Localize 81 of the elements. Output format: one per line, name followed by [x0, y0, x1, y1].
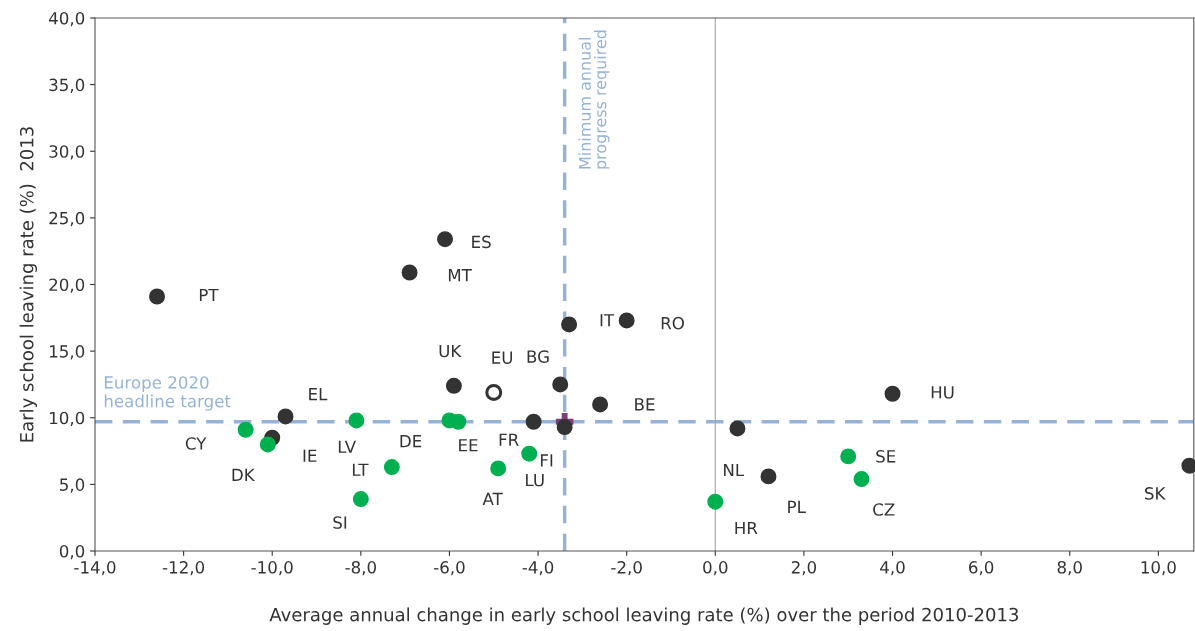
x-tick-label: 2,0 [791, 561, 817, 576]
annotation: EL [309, 388, 328, 401]
annotation: HU [931, 386, 954, 399]
annotation: FR [499, 433, 519, 446]
x-axis-title: Average annual change in early school leaving rate (%) over the period 2010-2013 [269, 607, 1019, 625]
point [383, 459, 400, 476]
annotation: HR [735, 521, 758, 535]
y-tick-label: 35,0 [49, 78, 85, 93]
x-tick-label: -14,0 [74, 561, 116, 576]
point [853, 471, 870, 488]
y-tick-label: 30,0 [49, 145, 85, 160]
y-axis-title: Early school leaving rate (%) 2013 [19, 127, 38, 442]
annotation: LT [352, 463, 369, 476]
annotation: SI [333, 516, 347, 529]
y-tick-label: 10,0 [50, 411, 85, 427]
y-tick-label: 5,0 [60, 478, 85, 493]
annotation: AT [482, 492, 503, 505]
annotation: DK [232, 468, 256, 481]
point [445, 377, 462, 394]
point [352, 491, 369, 508]
x-tick-label: -12,0 [162, 561, 205, 576]
x-tick-label: 0,0 [703, 561, 728, 576]
x-tick-label: 8,0 [1057, 561, 1082, 576]
annotation: SE [876, 450, 896, 463]
point [729, 420, 746, 437]
point [437, 231, 454, 248]
annotation: NL [724, 463, 745, 477]
y-tick-label: 0,0 [59, 544, 85, 560]
point [884, 385, 901, 402]
point [525, 413, 542, 430]
x-tick-label: -6,0 [434, 561, 465, 576]
annotation: DE [400, 435, 422, 448]
annotation: CY [185, 437, 207, 450]
point [840, 448, 857, 465]
y-tick-label: 40,0 [48, 11, 85, 27]
x-tick-label: -8,0 [345, 561, 376, 576]
annotation: MT [448, 269, 472, 282]
point [259, 436, 276, 453]
annotation: PL [788, 500, 806, 513]
annotation: UK [439, 344, 462, 358]
point [556, 419, 573, 436]
annotation: EU [492, 351, 513, 364]
point [561, 316, 578, 333]
y-tick-label: 25,0 [49, 211, 85, 227]
point [450, 413, 467, 430]
ref-line-label: Europe 2020 headline target [104, 376, 231, 411]
point [490, 460, 507, 477]
point [521, 445, 538, 462]
annotation: FI [540, 454, 553, 467]
x-tick-label: -2,0 [611, 561, 642, 576]
annotation: CZ [873, 503, 895, 516]
x-tick-label: 4,0 [880, 561, 905, 576]
x-tick-label: 10,0 [1141, 561, 1176, 576]
point [552, 376, 569, 393]
point [348, 412, 365, 429]
point [401, 264, 418, 281]
annotation: EE [459, 439, 478, 452]
point [485, 383, 503, 401]
annotation: LV [338, 440, 356, 453]
y-tick-label: 15,0 [50, 345, 85, 360]
annotation: SK [1145, 487, 1166, 500]
point [277, 408, 294, 425]
x-tick-label: -10,0 [251, 561, 293, 576]
annotation: RO [661, 316, 684, 330]
point [592, 396, 609, 413]
point [149, 288, 166, 305]
x-tick-label: 6,0 [969, 561, 994, 576]
point [618, 312, 635, 329]
ref-line-label: Minimum annual progress required [578, 30, 610, 169]
annotation: ES [472, 235, 491, 249]
y-tick-label: 20,0 [49, 278, 85, 293]
point [760, 468, 777, 485]
annotation: IT [600, 314, 615, 327]
annotation: BG [527, 350, 549, 363]
point [237, 421, 254, 438]
annotation: BE [635, 398, 655, 411]
annotation: IE [303, 449, 317, 462]
annotation: PT [199, 288, 219, 302]
point [707, 493, 724, 510]
annotation: LU [526, 473, 544, 487]
x-tick-label: -4,0 [522, 561, 554, 576]
